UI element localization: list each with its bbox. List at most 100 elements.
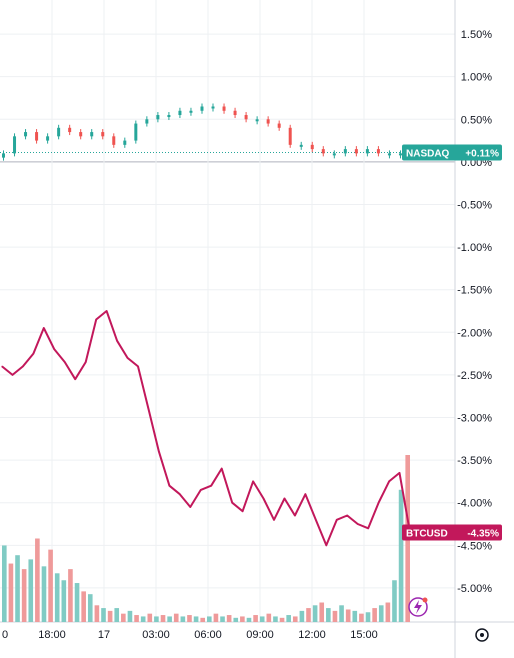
candle [57,127,61,137]
volume-bar [240,616,245,622]
y-tick-label: -4.00% [457,498,492,510]
volume-bar [292,616,298,622]
volume-bars [2,455,410,622]
volume-bar [15,555,20,622]
candle [332,153,336,156]
volume-bar [41,566,47,622]
series-point [64,361,66,363]
badge-bg [402,144,502,161]
volume-bar [61,580,67,622]
series-point [11,374,14,376]
volume-bar [180,616,186,622]
gear-center [480,633,484,637]
lightning-icon[interactable] [408,597,428,617]
y-axis: 1.50%1.00%0.50%0.00%-0.50%-1.00%-1.50%-2… [457,29,492,595]
badge-value: +0.11% [465,149,499,160]
candle [189,110,193,113]
volume-bar [8,563,14,622]
y-tick-label: -5.00% [457,583,492,595]
series-point [200,489,202,491]
y-tick-label: -0.50% [457,199,492,211]
candle [211,106,215,109]
volume-bar [385,602,391,622]
candle [299,144,303,147]
volume-bar [200,617,205,622]
series-point [252,480,254,483]
volume-bar [134,615,139,622]
candle [200,106,204,111]
volume-bar [365,612,371,622]
candle [266,119,270,124]
volume-bar [279,617,285,622]
series-point [1,365,3,367]
candle [365,149,369,154]
volume-bar [54,573,60,622]
volume-bar [233,617,239,622]
volume-bar [299,610,305,622]
series-point [388,480,390,483]
y-tick-label: 1.50% [461,29,492,41]
series-point [378,502,380,504]
notification-dot [422,597,428,603]
series-line-btcusd [1,310,411,547]
series-point [74,378,76,380]
series-point [242,510,244,512]
candle [244,115,248,120]
series-layer [0,103,455,547]
volume-bar [352,610,358,622]
volume-bar [306,608,311,622]
volume-bar [35,538,40,622]
volume-bar [266,613,272,622]
series-point [32,353,34,355]
volume-bar [226,615,232,622]
candle [123,140,127,145]
candle [277,123,281,128]
candle [46,136,50,141]
candle [145,119,149,124]
y-tick-label: -3.00% [457,413,492,425]
volume-bar [167,616,172,622]
series-point [189,506,191,508]
series-point [304,493,306,495]
x-tick-label: 17 [98,629,110,641]
series-point [357,523,359,525]
series-point [283,497,286,500]
candle [222,106,226,111]
volume-bar [81,591,86,622]
volume-bar [220,616,225,622]
volume-bar [339,605,344,622]
extras[interactable] [408,597,489,642]
series-point [147,408,150,410]
candle [288,127,292,145]
volume-bar [345,609,351,622]
volume-bar [378,605,384,622]
settings-gear-icon[interactable] [475,628,489,642]
volume-bar [121,613,126,622]
volume-bar [94,605,100,622]
series-point [367,527,369,529]
y-tick-label: -3.50% [457,455,492,467]
volume-bar [246,617,252,622]
lightning-glyph [414,600,422,614]
series-point [106,310,108,312]
series-point [231,502,233,504]
volume-bar [21,569,27,622]
x-tick-label: 03:00 [142,629,170,641]
x-tick-label: 0 [2,629,8,641]
y-tick-label: -4.50% [457,540,492,552]
volume-bar [372,608,377,622]
volume-bar [286,615,291,622]
series-point [22,365,24,367]
series-badges: NASDAQ +0.11% BTCUSD -4.35% [402,144,502,541]
series-point [325,544,327,546]
candle [68,127,72,133]
series-point [336,519,338,521]
series-point [158,450,160,453]
candle [134,123,138,141]
volume-bar [259,616,265,622]
series-point [43,327,45,329]
series-point [221,468,223,470]
series-point [179,493,181,495]
candle [24,132,28,137]
